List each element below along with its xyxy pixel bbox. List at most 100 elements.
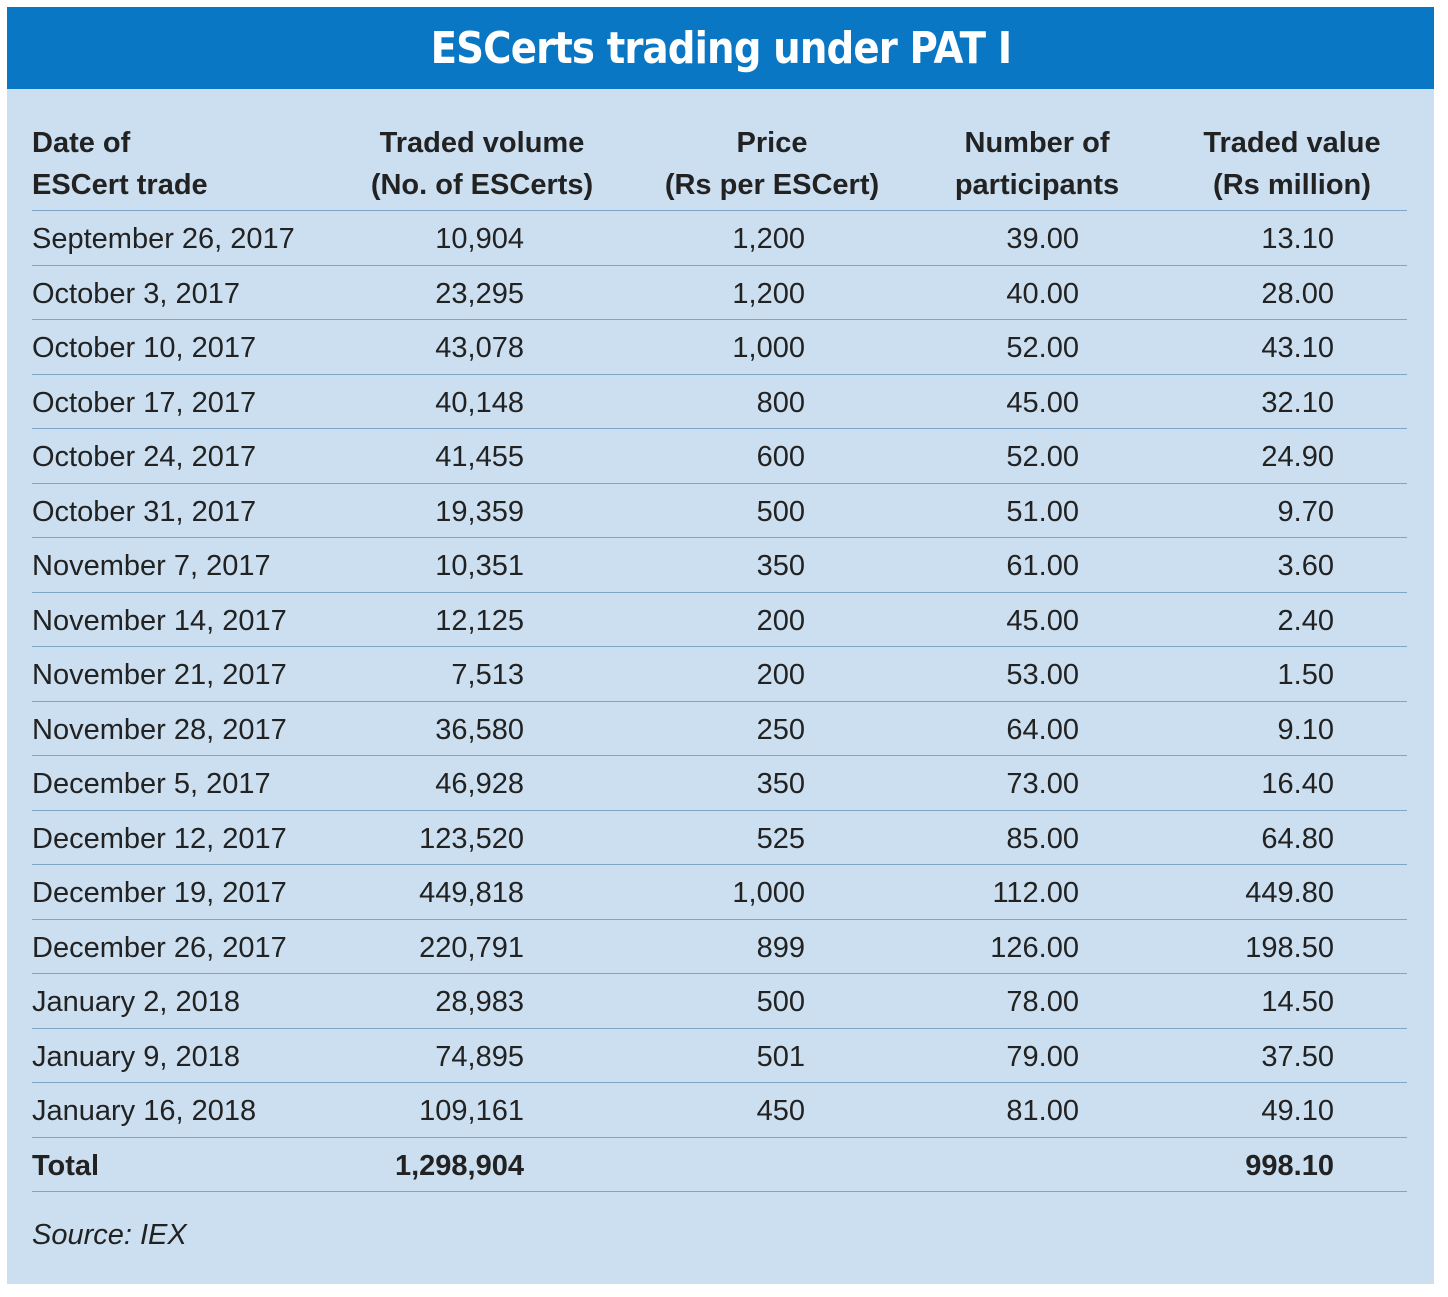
cell-volume: 10,351 [435,550,524,582]
cell-volume: 46,928 [435,768,524,800]
cell-participants: 126.00 [990,931,1079,964]
cell-volume: 74,895 [435,1040,524,1073]
cell-price: 501 [756,1040,805,1073]
cell-value: 13.10 [1261,223,1334,255]
cell-date: November 7, 2017 [32,550,271,582]
cell-volume: 123,520 [419,822,524,855]
cell-date: December 19, 2017 [32,877,287,909]
header-participants: Number of participants [954,127,1120,201]
source-note: Source: IEX [32,1219,187,1251]
total-label: Total [32,1149,100,1182]
cell-value: 28.00 [1261,277,1334,310]
table-row: October 31, 2017 19,359 500 51.00 9.70 [32,484,1407,538]
cell-volume: 7,513 [451,659,524,691]
cell-value: 1.50 [1277,659,1334,691]
cell-price: 350 [756,768,805,800]
cell-value: 49.10 [1261,1095,1334,1127]
table-row: January 2, 2018 28,983 500 78.00 14.50 [32,974,1407,1029]
title-banner: ESCerts trading under PAT I [7,7,1434,89]
cell-price: 1,000 [732,877,805,909]
cell-price: 1,200 [732,277,805,310]
cell-price: 1,000 [732,332,805,364]
cell-volume: 109,161 [419,1095,524,1127]
cell-volume: 19,359 [435,495,524,528]
cell-date: January 9, 2018 [32,1040,240,1073]
cell-date: November 28, 2017 [32,713,287,746]
cell-participants: 52.00 [1006,332,1079,364]
cell-value: 64.80 [1261,822,1334,855]
table-row: December 19, 2017 449,818 1,000 112.00 449.8… [32,865,1407,920]
table-body: September 26, 2017 10,904 1,200 39.00 13.10 O… [32,211,1407,1138]
escert-table: Date of ESCert trade Traded volume (No. … [32,114,1407,1192]
table-row: November 28, 2017 36,580 250 64.00 9.10 [32,702,1407,756]
cell-volume: 10,904 [435,223,524,255]
table-row: November 7, 2017 10,351 350 61.00 3.60 [32,538,1407,593]
cell-price: 800 [756,386,805,419]
cell-volume: 43,078 [435,332,524,364]
cell-price: 450 [756,1095,805,1127]
total-value: 998.10 [1245,1149,1334,1182]
cell-date: January 2, 2018 [32,986,240,1018]
cell-date: October 24, 2017 [32,441,257,473]
header-price: Price (Rs per ESCert) [664,127,880,201]
cell-participants: 85.00 [1006,822,1079,855]
cell-participants: 52.00 [1006,441,1079,473]
table-row: December 5, 2017 46,928 350 73.00 16.40 [32,756,1407,811]
cell-participants: 73.00 [1006,768,1079,800]
cell-date: December 26, 2017 [32,931,287,964]
cell-price: 525 [756,822,805,855]
cell-date: October 17, 2017 [32,386,257,419]
cell-date: October 3, 2017 [32,277,240,310]
cell-participants: 39.00 [1006,223,1079,255]
cell-price: 1,200 [732,223,805,255]
cell-price: 200 [756,659,805,691]
cell-participants: 40.00 [1006,277,1079,310]
cell-participants: 112.00 [992,877,1079,909]
cell-price: 250 [756,713,805,746]
cell-participants: 64.00 [1006,713,1079,746]
header-date: Date of ESCert trade [32,127,208,201]
header-volume: Traded volume (No. of ESCerts) [370,127,594,201]
cell-value: 37.50 [1261,1040,1334,1073]
cell-participants: 78.00 [1006,986,1079,1018]
cell-price: 500 [756,986,805,1018]
table-row: November 14, 2017 12,125 200 45.00 2.40 [32,593,1407,647]
table-row: October 10, 2017 43,078 1,000 52.00 43.10 [32,320,1407,375]
table-row: October 24, 2017 41,455 600 52.00 24.90 [32,429,1407,484]
cell-value: 43.10 [1261,332,1334,364]
cell-participants: 45.00 [1006,604,1079,637]
cell-value: 24.90 [1261,441,1334,473]
cell-date: November 14, 2017 [32,604,287,637]
cell-volume: 36,580 [435,713,524,746]
cell-price: 899 [756,931,805,964]
table-header: Date of ESCert trade Traded volume (No. … [32,114,1407,211]
table-row: November 21, 2017 7,513 200 53.00 1.50 [32,647,1407,702]
cell-date: September 26, 2017 [32,223,295,255]
cell-price: 350 [756,550,805,582]
total-row: Total 1,298,904 998.10 [32,1138,1407,1192]
cell-participants: 61.00 [1006,550,1079,582]
table-row: December 12, 2017 123,520 525 85.00 64.80 [32,811,1407,865]
table-panel: ESCerts trading under PAT I Date of ESCe… [7,7,1434,1284]
cell-date: October 31, 2017 [32,495,257,528]
cell-volume: 12,125 [435,604,524,637]
table-row: October 3, 2017 23,295 1,200 40.00 28.00 [32,266,1407,320]
cell-participants: 45.00 [1006,386,1079,419]
cell-participants: 51.00 [1006,495,1079,528]
cell-participants: 81.00 [1006,1095,1079,1127]
cell-price: 200 [756,604,805,637]
cell-participants: 53.00 [1006,659,1079,691]
table-row: January 9, 2018 74,895 501 79.00 37.50 [32,1029,1407,1083]
cell-value: 14.50 [1261,986,1334,1018]
header-value: Traded value (Rs million) [1203,127,1381,201]
table-title: ESCerts trading under PAT I [430,22,1012,74]
table-row: October 17, 2017 40,148 800 45.00 32.10 [32,375,1407,429]
cell-value: 3.60 [1277,550,1334,582]
cell-value: 449.80 [1245,877,1334,909]
cell-date: November 21, 2017 [32,659,287,691]
cell-date: January 16, 2018 [32,1095,257,1127]
cell-date: October 10, 2017 [32,332,257,364]
cell-price: 500 [756,495,805,528]
table-row: January 16, 2018 109,161 450 81.00 49.10 [32,1083,1407,1138]
cell-volume: 40,148 [435,386,524,419]
